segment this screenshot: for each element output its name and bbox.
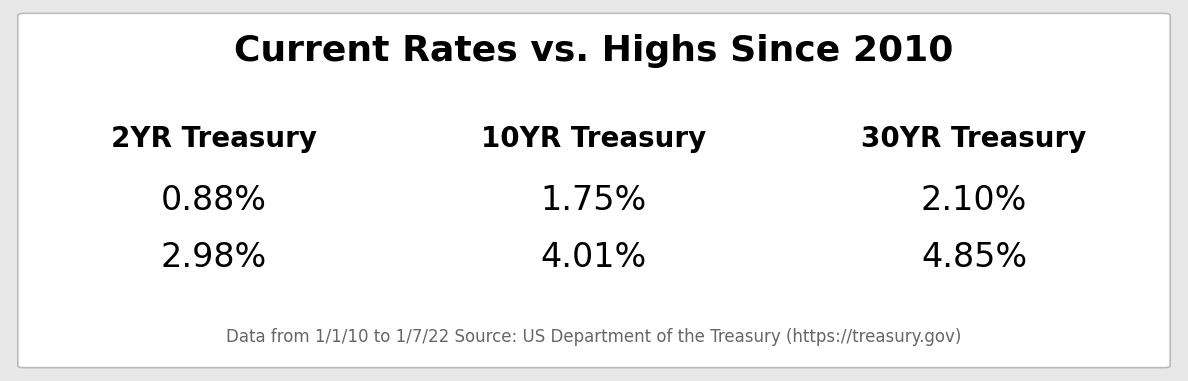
Text: 4.85%: 4.85%: [921, 241, 1028, 274]
Text: 0.88%: 0.88%: [160, 184, 267, 216]
Text: 1.75%: 1.75%: [541, 184, 647, 216]
Text: 30YR Treasury: 30YR Treasury: [861, 125, 1087, 153]
Text: Current Rates vs. Highs Since 2010: Current Rates vs. Highs Since 2010: [234, 34, 954, 69]
Text: 2.98%: 2.98%: [160, 241, 267, 274]
Text: 2YR Treasury: 2YR Treasury: [110, 125, 317, 153]
Text: 4.01%: 4.01%: [541, 241, 647, 274]
Text: 2.10%: 2.10%: [921, 184, 1028, 216]
FancyBboxPatch shape: [18, 13, 1170, 368]
Text: 10YR Treasury: 10YR Treasury: [481, 125, 707, 153]
Text: Data from 1/1/10 to 1/7/22 Source: US Department of the Treasury (https://treasu: Data from 1/1/10 to 1/7/22 Source: US De…: [226, 328, 962, 346]
